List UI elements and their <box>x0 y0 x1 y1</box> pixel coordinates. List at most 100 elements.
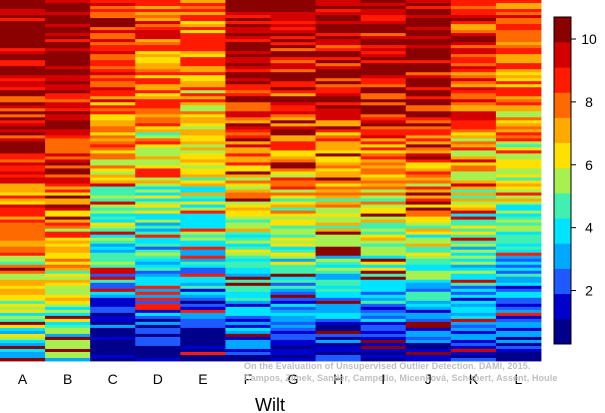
heat-cell <box>405 159 452 163</box>
heat-cell <box>45 204 91 208</box>
heat-cell <box>180 240 226 245</box>
heat-cell <box>135 33 181 37</box>
heat-cell <box>270 129 316 133</box>
colorbar-tick-label: 4 <box>585 220 593 236</box>
heat-cell <box>0 177 46 181</box>
heat-cell <box>180 159 226 163</box>
heat-cell <box>225 21 271 25</box>
heat-cell <box>135 87 181 91</box>
heat-cell <box>495 177 542 181</box>
heat-cell <box>495 198 542 202</box>
heat-cell <box>450 120 497 124</box>
heat-cell <box>225 99 271 103</box>
heat-cell <box>270 75 316 79</box>
heat-cell <box>315 33 362 37</box>
heat-cell <box>45 30 91 34</box>
heat-cell <box>0 288 46 293</box>
heat-cell <box>315 132 362 136</box>
heat-cell <box>90 42 136 46</box>
heat-cell <box>135 138 181 142</box>
heat-cell <box>360 252 407 257</box>
heat-cell <box>405 39 452 43</box>
heat-cell <box>0 216 46 221</box>
heat-cell <box>450 159 497 163</box>
heat-cell <box>450 75 497 79</box>
heat-cell <box>90 135 136 139</box>
heat-cell <box>0 336 46 341</box>
heat-cell <box>135 51 181 55</box>
heat-cell <box>405 87 452 91</box>
heat-cell <box>0 15 46 19</box>
heat-cell <box>225 327 271 332</box>
heat-cell <box>270 351 316 356</box>
heat-cell <box>135 273 181 278</box>
heat-cell <box>135 234 181 239</box>
heat-cell <box>45 129 91 133</box>
heat-cell <box>360 117 407 121</box>
heat-cell <box>495 258 542 263</box>
heat-cell <box>315 45 362 49</box>
heat-cell <box>360 33 407 37</box>
heat-cell <box>90 39 136 43</box>
heat-cell <box>225 162 271 166</box>
heat-cell <box>405 276 452 281</box>
heat-cell <box>315 231 362 236</box>
heat-cell <box>180 201 226 205</box>
heat-cell <box>90 33 136 37</box>
heat-cell <box>495 36 542 40</box>
heat-cell <box>360 0 407 4</box>
heat-cell <box>450 42 497 46</box>
heat-cell <box>90 171 136 175</box>
heat-cell <box>495 351 542 356</box>
heat-cell <box>180 168 226 172</box>
heat-cell <box>45 108 91 112</box>
heat-cell <box>405 63 452 67</box>
heat-cell <box>0 36 46 40</box>
heat-cell <box>405 126 452 130</box>
heat-cell <box>450 192 497 196</box>
heat-cell <box>405 129 452 133</box>
heat-cell <box>450 291 497 296</box>
heat-cell <box>180 174 226 178</box>
heat-cell <box>360 345 407 350</box>
heat-cell <box>360 270 407 275</box>
heat-cell <box>135 324 181 329</box>
heat-cell <box>90 153 136 157</box>
heat-cell <box>315 90 362 94</box>
heat-cell <box>315 183 362 187</box>
heat-cell <box>135 357 181 362</box>
heat-cell <box>315 324 362 329</box>
heat-cell <box>450 255 497 260</box>
heat-cell <box>405 108 452 112</box>
heat-cell <box>495 90 542 94</box>
heat-cell <box>135 93 181 97</box>
heat-cell <box>450 51 497 55</box>
heat-cell <box>90 345 136 350</box>
heat-cell <box>180 285 226 290</box>
colorbar-band <box>554 218 571 244</box>
heat-cell <box>360 21 407 25</box>
heat-cell <box>270 102 316 106</box>
heat-cell <box>450 267 497 272</box>
heat-cell <box>225 318 271 323</box>
heat-cell <box>180 339 226 344</box>
heat-cell <box>135 336 181 341</box>
heat-cell <box>315 156 362 160</box>
heat-cell <box>135 81 181 85</box>
heat-cell <box>450 306 497 311</box>
heat-cell <box>90 105 136 109</box>
heat-cell <box>315 189 362 193</box>
heat-cell <box>495 129 542 133</box>
heat-cell <box>450 198 497 202</box>
heat-cell <box>0 141 46 145</box>
heat-cell <box>135 201 181 205</box>
heat-cell <box>180 330 226 335</box>
heat-cell <box>135 90 181 94</box>
heat-cell <box>0 357 46 362</box>
heat-cell <box>450 321 497 326</box>
heat-cell <box>405 261 452 266</box>
heat-cell <box>450 303 497 308</box>
heat-cell <box>315 42 362 46</box>
heat-cell <box>405 189 452 193</box>
